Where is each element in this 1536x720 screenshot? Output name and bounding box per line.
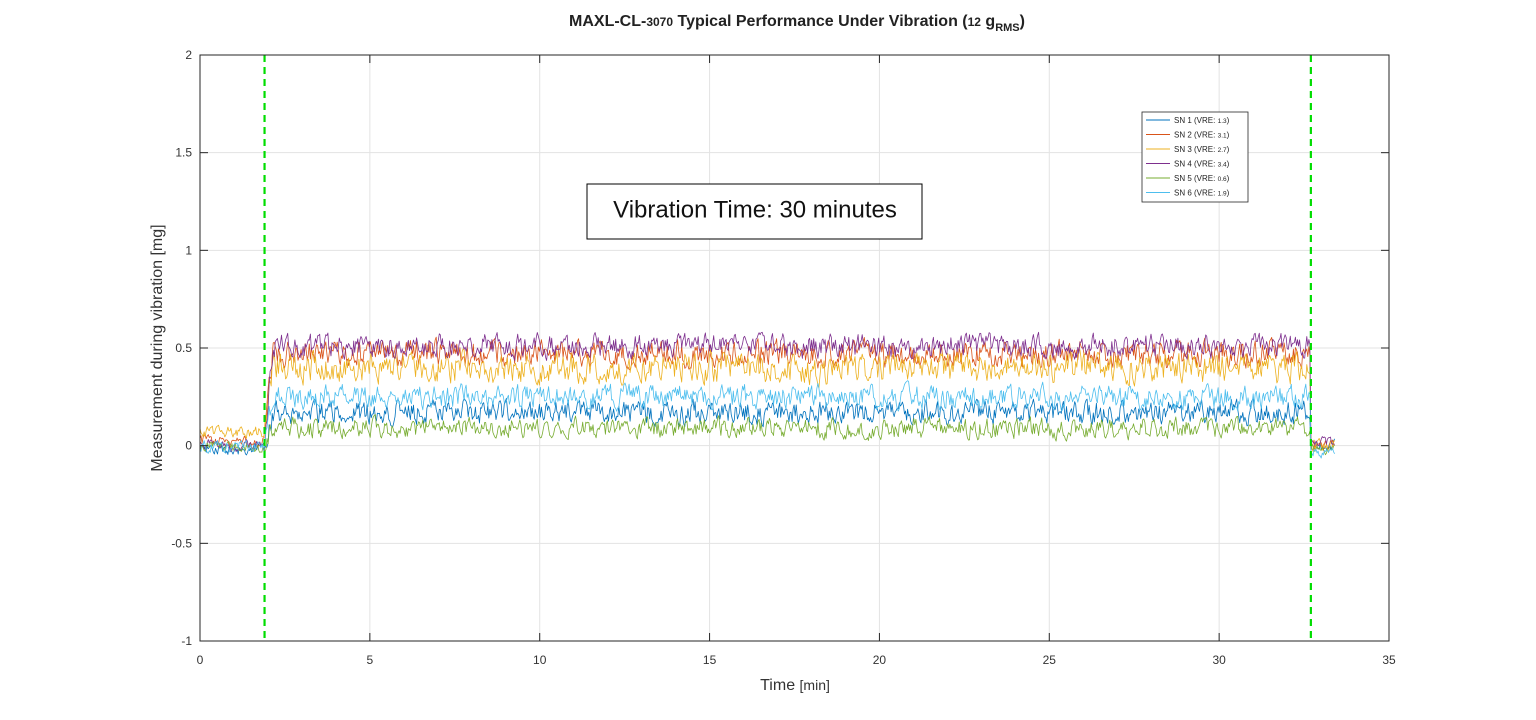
- y-tick-label: -1: [181, 634, 192, 648]
- x-tick-label: 0: [197, 653, 204, 667]
- x-axis-label: Time [min]: [760, 677, 830, 694]
- series-line-sn-5: [199, 414, 1335, 456]
- y-tick-label: 0.5: [175, 341, 192, 355]
- legend-label-sn-1: SN 1 (VRE: 1.3): [1174, 116, 1230, 125]
- legend-box: [1141, 111, 1249, 203]
- series-line-sn-3: [199, 348, 1335, 453]
- legend-label-sn-5: SN 5 (VRE: 0.6): [1174, 174, 1230, 183]
- series-group: [199, 331, 1335, 459]
- x-tick-label: 15: [703, 653, 717, 667]
- y-tick-label: 0: [185, 439, 192, 453]
- x-tick-label: 25: [1043, 653, 1057, 667]
- series-line-sn-6: [199, 380, 1335, 459]
- x-tick-label: 30: [1212, 653, 1226, 667]
- legend-label-sn-4: SN 4 (VRE: 3.4): [1174, 160, 1230, 169]
- legend-label-sn-3: SN 3 (VRE: 2.7): [1174, 145, 1230, 154]
- legend-label-sn-6: SN 6 (VRE: 1.9): [1174, 189, 1230, 198]
- legend-label-sn-2: SN 2 (VRE: 3.1): [1174, 131, 1230, 140]
- series-line-sn-1: [199, 397, 1335, 456]
- axis-ticks: 0 5 10 15 20 25 30 35 -1 -0.5 0 0.5 1 1.5 2: [171, 48, 1396, 667]
- y-tick-label: 2: [185, 48, 192, 62]
- y-axis-label: Measurement during vibration [mg]: [149, 224, 166, 471]
- x-tick-label: 10: [533, 653, 547, 667]
- series-line-sn-4: [199, 331, 1335, 453]
- x-tick-label: 35: [1382, 653, 1396, 667]
- annotation-box: Vibration Time: 30 minutes: [586, 183, 923, 240]
- x-tick-label: 20: [873, 653, 887, 667]
- annotation-text: Vibration Time: 30 minutes: [613, 196, 897, 223]
- chart-title: MAXL-CL-3070 Typical Performance Under V…: [569, 13, 1025, 34]
- y-tick-label: 1.5: [175, 146, 192, 160]
- y-tick-label: -0.5: [171, 536, 192, 550]
- vertical-markers: [263, 55, 1312, 641]
- x-tick-label: 5: [367, 653, 374, 667]
- y-tick-label: 1: [185, 243, 192, 257]
- legend: SN 1 (VRE: 1.3) SN 2 (VRE: 3.1) SN 3 (VRE:…: [1141, 111, 1249, 203]
